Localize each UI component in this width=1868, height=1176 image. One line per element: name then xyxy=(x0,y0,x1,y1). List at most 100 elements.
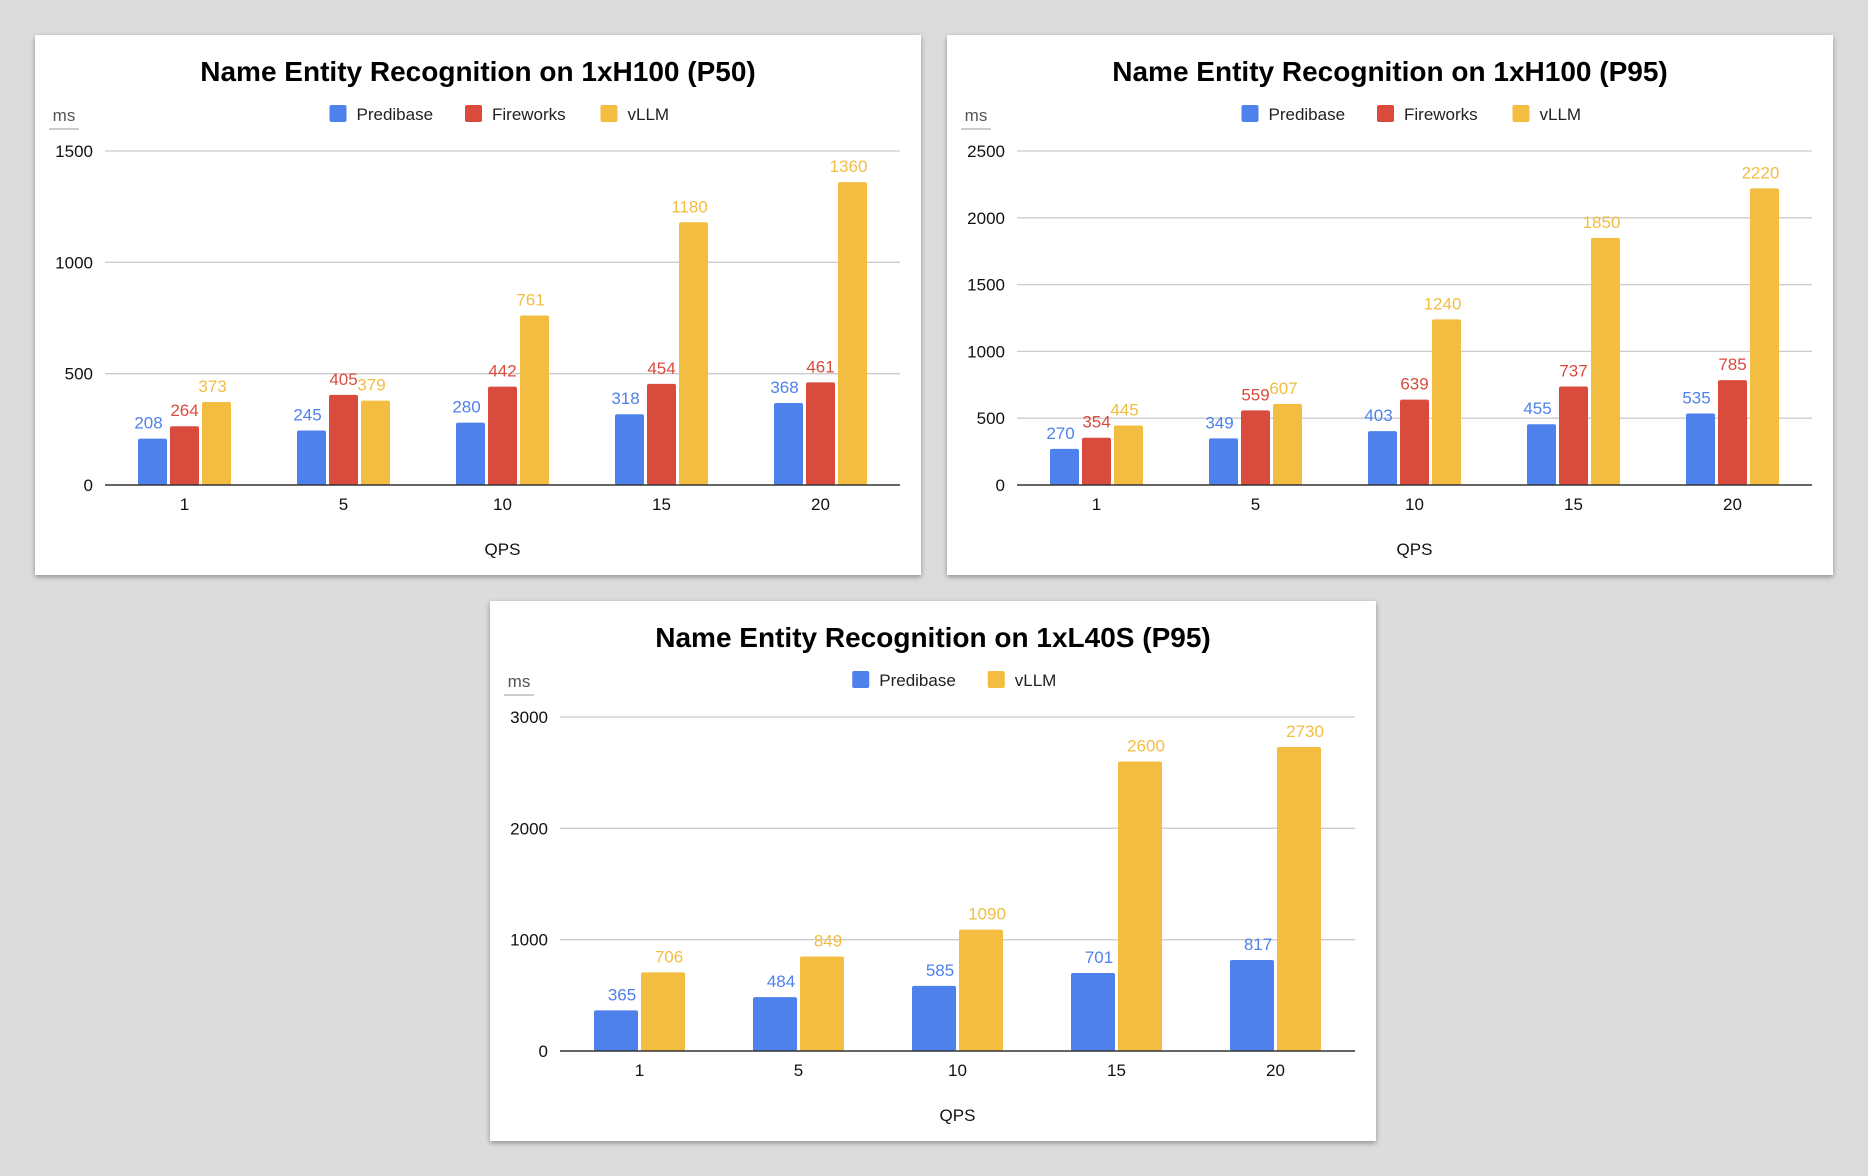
bar-predibase xyxy=(1230,960,1274,1051)
data-label: 1180 xyxy=(671,197,708,216)
chart-title: Name Entity Recognition on 1xH100 (P50) xyxy=(200,56,755,87)
y-tick-label: 0 xyxy=(996,476,1005,495)
data-label: 379 xyxy=(357,376,385,395)
y-axis-label: ms xyxy=(965,106,988,125)
bar-fireworks xyxy=(1082,437,1111,485)
bar-predibase xyxy=(1686,413,1715,485)
bar-fireworks xyxy=(488,386,517,485)
data-label: 405 xyxy=(329,370,357,389)
x-tick-label: 1 xyxy=(1092,495,1101,514)
data-label: 2600 xyxy=(1127,737,1165,756)
legend-label: vLLM xyxy=(628,105,670,124)
legend-swatch xyxy=(465,105,482,122)
data-label: 761 xyxy=(516,291,544,310)
x-tick-label: 5 xyxy=(339,495,348,514)
data-label: 354 xyxy=(1082,413,1110,432)
bar-predibase xyxy=(1527,424,1556,485)
bar-vllm xyxy=(838,182,867,485)
bar-fireworks xyxy=(329,394,358,485)
data-label: 403 xyxy=(1364,406,1392,425)
bar-fireworks xyxy=(1241,410,1270,485)
data-label: 245 xyxy=(293,405,321,424)
y-tick-label: 1000 xyxy=(55,253,93,272)
data-label: 368 xyxy=(770,378,798,397)
x-tick-label: 10 xyxy=(493,495,512,514)
data-label: 535 xyxy=(1682,389,1710,408)
bar-vllm xyxy=(361,400,390,485)
y-tick-label: 1500 xyxy=(55,142,93,161)
legend-label: Fireworks xyxy=(492,105,566,124)
bar-vllm xyxy=(1273,403,1302,485)
bar-predibase xyxy=(297,430,326,485)
data-label: 701 xyxy=(1085,948,1113,967)
legend-label: Predibase xyxy=(1269,105,1346,124)
y-tick-label: 1000 xyxy=(967,342,1005,361)
x-tick-label: 1 xyxy=(180,495,189,514)
x-tick-label: 10 xyxy=(948,1061,967,1080)
legend-label: Fireworks xyxy=(1404,105,1478,124)
data-label: 2730 xyxy=(1286,722,1324,741)
legend-swatch xyxy=(987,671,1005,688)
legend-swatch xyxy=(852,671,870,688)
x-tick-label: 15 xyxy=(1564,495,1583,514)
bar-predibase xyxy=(1368,431,1397,485)
data-label: 1850 xyxy=(1583,213,1621,232)
y-tick-label: 500 xyxy=(65,365,93,384)
legend-swatch xyxy=(1512,105,1530,122)
data-label: 455 xyxy=(1523,399,1551,418)
bar-vllm xyxy=(1118,761,1162,1051)
bar-predibase xyxy=(1209,438,1238,485)
bar-vllm xyxy=(1432,319,1461,485)
x-axis-label: QPS xyxy=(940,1106,976,1125)
data-label: 445 xyxy=(1110,401,1138,420)
bar-predibase xyxy=(912,985,956,1051)
data-label: 585 xyxy=(926,961,954,980)
bar-vllm xyxy=(679,222,708,485)
data-label: 484 xyxy=(767,972,795,991)
x-tick-label: 1 xyxy=(635,1061,644,1080)
data-label: 737 xyxy=(1559,362,1587,381)
legend-label: Predibase xyxy=(879,671,956,690)
y-tick-label: 2000 xyxy=(510,819,548,838)
bar-chart: Name Entity Recognition on 1xH100 (P50) P… xyxy=(49,56,900,559)
bar-vllm xyxy=(1591,237,1620,485)
data-label: 817 xyxy=(1244,935,1272,954)
x-tick-label: 15 xyxy=(1107,1061,1126,1080)
data-label: 1240 xyxy=(1424,294,1462,313)
y-axis-label: ms xyxy=(508,672,531,691)
chart-panel-h100-p95: Name Entity Recognition on 1xH100 (P95) P… xyxy=(947,35,1833,575)
data-label: 373 xyxy=(198,377,226,396)
legend-label: Predibase xyxy=(357,105,434,124)
bar-predibase xyxy=(594,1010,638,1051)
bar-fireworks xyxy=(1718,380,1747,485)
data-label: 208 xyxy=(134,414,162,433)
bar-vllm xyxy=(1750,188,1779,485)
bar-vllm xyxy=(1114,425,1143,485)
x-axis-label: QPS xyxy=(485,540,521,559)
data-label: 607 xyxy=(1269,379,1297,398)
bar-fireworks xyxy=(647,383,676,485)
bar-fireworks xyxy=(170,426,199,485)
y-tick-label: 2000 xyxy=(967,209,1005,228)
y-tick-label: 3000 xyxy=(510,708,548,727)
data-label: 264 xyxy=(170,401,198,420)
y-tick-label: 1500 xyxy=(967,276,1005,295)
data-label: 442 xyxy=(488,362,516,381)
x-tick-label: 15 xyxy=(652,495,671,514)
bar-fireworks xyxy=(1400,399,1429,485)
data-label: 280 xyxy=(452,398,480,417)
x-tick-label: 5 xyxy=(794,1061,803,1080)
legend-label: vLLM xyxy=(1015,671,1057,690)
legend-swatch xyxy=(1241,105,1259,122)
bar-fireworks xyxy=(806,382,835,485)
bar-vllm xyxy=(800,956,844,1051)
bar-fireworks xyxy=(1559,386,1588,485)
legend-swatch xyxy=(600,105,618,122)
x-tick-label: 20 xyxy=(1723,495,1742,514)
bar-predibase xyxy=(456,422,485,485)
y-tick-label: 500 xyxy=(977,409,1005,428)
chart-title: Name Entity Recognition on 1xH100 (P95) xyxy=(1112,56,1667,87)
bar-chart: Name Entity Recognition on 1xL40S (P95) P… xyxy=(504,622,1355,1125)
y-tick-label: 1000 xyxy=(510,931,548,950)
data-label: 454 xyxy=(647,359,675,378)
